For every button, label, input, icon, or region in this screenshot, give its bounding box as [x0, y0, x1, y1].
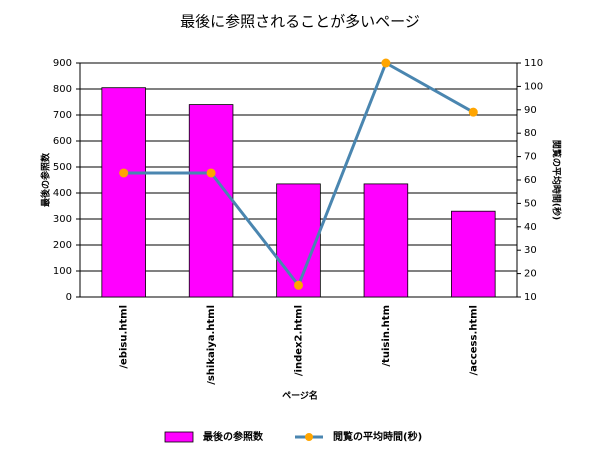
bar	[363, 183, 409, 298]
y-tick-label: 0	[66, 292, 72, 303]
y-tick-label: 700	[53, 110, 72, 121]
bar	[451, 210, 496, 298]
y-tick-label: 500	[53, 162, 72, 173]
y-tick-label: 400	[53, 188, 72, 199]
chart-title: 最後に参照されることが多いページ	[180, 13, 420, 31]
legend-swatch	[164, 431, 194, 443]
y2-tick-label: 10	[524, 292, 537, 303]
y2-tick-label: 30	[524, 245, 537, 256]
y2-tick-label: 80	[524, 128, 537, 139]
y2-tick-label: 110	[524, 58, 543, 69]
x-tick-label: /index2.html	[294, 305, 305, 376]
bar	[276, 183, 321, 298]
y-tick-label: 200	[53, 240, 72, 251]
x-tick-label: /access.html	[468, 305, 479, 376]
marker	[468, 107, 478, 117]
y-tick-label: 100	[53, 266, 72, 277]
marker	[206, 168, 216, 178]
legend-label: 閲覧の平均時間(秒)	[333, 430, 422, 443]
y-tick-label: 800	[53, 84, 72, 95]
marker	[119, 168, 129, 178]
y2-tick-label: 90	[524, 105, 537, 116]
x-tick-label: /tuisin.htm	[381, 305, 392, 367]
y2-tick-label: 60	[524, 175, 537, 186]
x-tick-label: /ebisu.html	[119, 305, 130, 369]
y-tick-label: 600	[53, 136, 72, 147]
legend-label: 最後の参照数	[203, 430, 264, 443]
y2-tick-label: 100	[524, 81, 543, 92]
y2-tick-label: 70	[524, 152, 537, 163]
y-tick-label: 900	[53, 58, 72, 69]
bar	[101, 87, 146, 298]
y-axis-label: 最後の参照数	[40, 152, 52, 207]
legend-marker	[305, 433, 313, 441]
x-tick-label: /shikaiya.html	[206, 305, 217, 385]
x-axis-label: ページ名	[282, 390, 318, 402]
y2-tick-label: 40	[524, 222, 537, 233]
y2-tick-label: 20	[524, 269, 537, 280]
bar	[188, 104, 234, 298]
y2-axis-label: 閲覧の平均時間(秒)	[551, 140, 563, 220]
y2-tick-label: 50	[524, 198, 537, 209]
y-tick-label: 300	[53, 214, 72, 225]
marker	[294, 280, 303, 290]
marker	[381, 58, 391, 68]
